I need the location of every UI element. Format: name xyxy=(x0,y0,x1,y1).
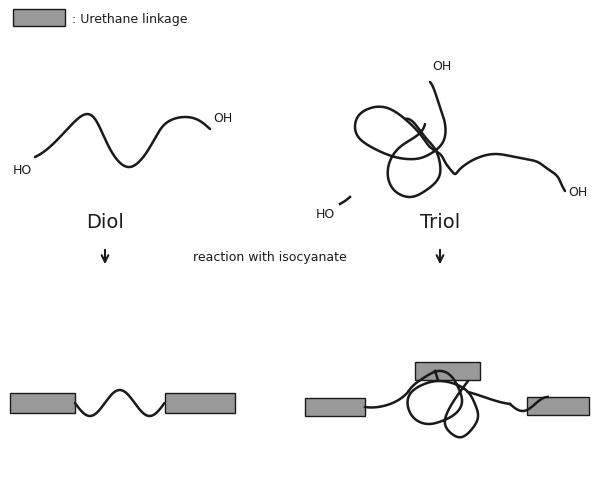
Bar xyxy=(305,398,365,416)
Text: Diol: Diol xyxy=(86,212,124,231)
Text: HO: HO xyxy=(13,163,32,177)
Bar xyxy=(13,10,65,27)
Bar xyxy=(527,397,589,415)
Text: Triol: Triol xyxy=(420,212,460,231)
Text: OH: OH xyxy=(432,60,451,73)
Bar xyxy=(165,393,235,413)
Bar xyxy=(415,362,480,380)
Text: : Urethane linkage: : Urethane linkage xyxy=(72,13,188,25)
Text: OH: OH xyxy=(213,112,232,125)
Text: OH: OH xyxy=(568,186,587,199)
Bar xyxy=(10,393,75,413)
Text: reaction with isocyanate: reaction with isocyanate xyxy=(193,251,347,264)
Text: HO: HO xyxy=(316,207,335,221)
